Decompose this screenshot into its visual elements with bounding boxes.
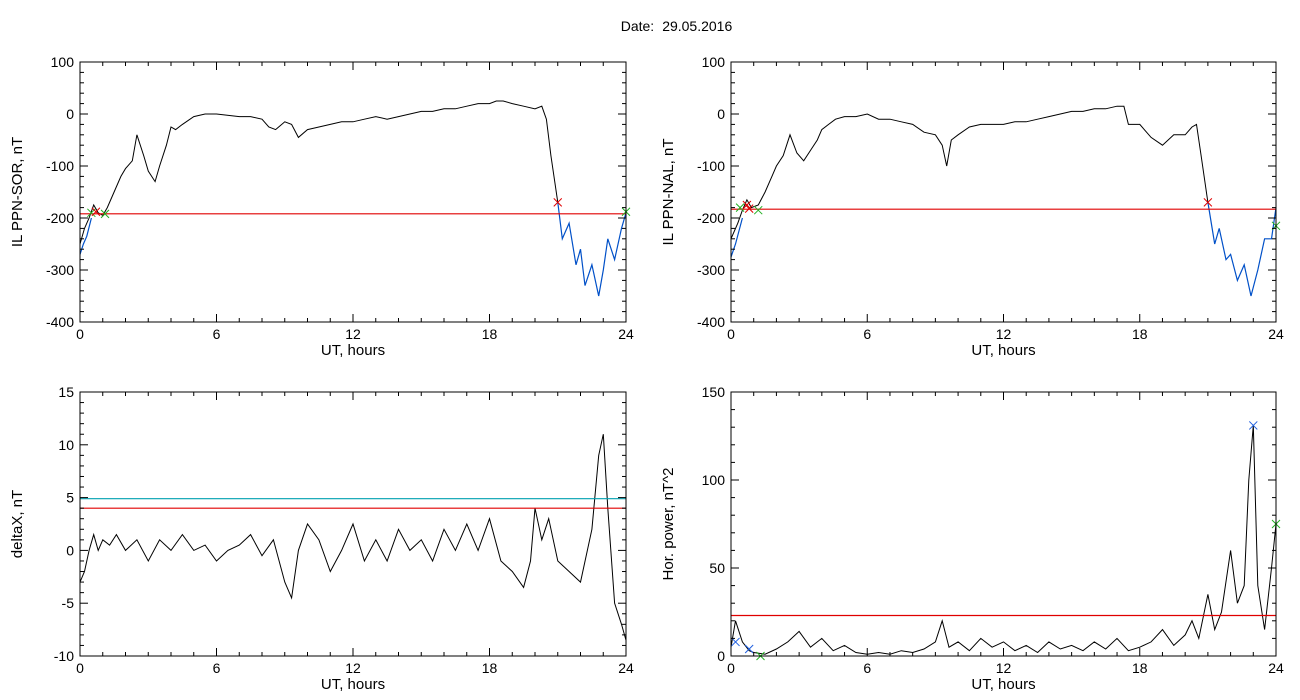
x-tick-label: 12 bbox=[345, 326, 361, 342]
y-tick-label: -10 bbox=[54, 648, 74, 664]
y-tick-label: 0 bbox=[717, 648, 725, 664]
y-tick-label: -5 bbox=[62, 595, 75, 611]
event-marker-stroke bbox=[100, 209, 110, 219]
y-tick-label: 10 bbox=[58, 437, 74, 453]
substorm-line-segment bbox=[731, 217, 743, 258]
event-marker-stroke bbox=[731, 637, 740, 647]
y-axis-label: deltaX, nT bbox=[9, 490, 26, 558]
event-marker bbox=[91, 207, 101, 217]
event-marker bbox=[1203, 198, 1213, 207]
y-tick-label: -200 bbox=[46, 210, 74, 226]
y-axis-label: Hor. power, nT^2 bbox=[660, 468, 677, 581]
chart-panel-deltax: 0 6 12 18 24 -10 -5 0 5 10 15 UT, hours deltaX, nT bbox=[9, 384, 634, 693]
event-marker bbox=[553, 198, 563, 207]
y-tick-label: -100 bbox=[46, 158, 74, 174]
x-tick-label: 18 bbox=[482, 660, 498, 676]
event-marker bbox=[753, 205, 763, 215]
event-marker-stroke bbox=[553, 198, 563, 207]
date-label: Date: bbox=[620, 18, 655, 34]
x-tick-label: 24 bbox=[1268, 660, 1284, 676]
y-tick-label: -400 bbox=[46, 314, 74, 330]
data-line bbox=[80, 100, 559, 245]
y-tick-label: -300 bbox=[697, 262, 725, 278]
plot-frame bbox=[730, 61, 1277, 323]
substorm-line-segment bbox=[1207, 202, 1276, 297]
event-marker bbox=[744, 204, 754, 213]
y-tick-label: -400 bbox=[697, 314, 725, 330]
chart-panel-hor-power: 0 6 12 18 24 0 50 100 150 UT, hours Hor. power, nT… bbox=[660, 384, 1284, 693]
x-axis-label: UT, hours bbox=[321, 676, 385, 693]
x-axis-label: UT, hours bbox=[971, 676, 1035, 693]
event-marker bbox=[744, 644, 754, 654]
x-tick-label: 18 bbox=[482, 326, 498, 342]
y-tick-label: 50 bbox=[709, 560, 725, 576]
x-tick-label: 24 bbox=[618, 326, 634, 342]
x-tick-label: 18 bbox=[1132, 660, 1148, 676]
substorm-line-segment bbox=[557, 202, 626, 297]
x-tick-label: 12 bbox=[996, 660, 1012, 676]
chart-panel-il-sor: 0 6 12 18 24 -400 -300 -200 -100 0 100 UT, hours IL … bbox=[9, 54, 634, 359]
x-axis-label: UT, hours bbox=[971, 342, 1035, 359]
x-tick-label: 12 bbox=[345, 660, 361, 676]
event-marker-stroke bbox=[744, 204, 754, 213]
chart-date-header: Date: 29.05.2016 bbox=[0, 18, 1300, 34]
y-axis-label: IL PPN-NAL, nT bbox=[660, 139, 677, 246]
data-line bbox=[731, 105, 1209, 239]
x-tick-label: 24 bbox=[618, 660, 634, 676]
plot-frame bbox=[79, 61, 627, 323]
date-value: 29.05.2016 bbox=[662, 18, 733, 34]
x-tick-label: 6 bbox=[213, 326, 221, 342]
x-tick-label: 0 bbox=[727, 326, 735, 342]
event-marker bbox=[731, 637, 740, 647]
x-tick-label: 6 bbox=[863, 326, 871, 342]
chart-panel-il-nal: 0 6 12 18 24 -400 -300 -200 -100 0 100 UT, hours IL … bbox=[660, 54, 1284, 359]
event-marker-stroke bbox=[1248, 421, 1258, 430]
x-axis-label: UT, hours bbox=[321, 342, 385, 359]
event-marker bbox=[1248, 421, 1258, 430]
event-marker-stroke bbox=[91, 207, 101, 217]
event-marker bbox=[735, 203, 745, 212]
x-tick-label: 6 bbox=[213, 660, 221, 676]
event-marker-stroke bbox=[744, 644, 754, 654]
event-marker-stroke bbox=[753, 205, 763, 215]
x-tick-label: 6 bbox=[863, 660, 871, 676]
data-line bbox=[80, 434, 626, 641]
y-tick-label: 100 bbox=[702, 54, 726, 70]
y-tick-label: 0 bbox=[66, 542, 74, 558]
x-tick-label: 0 bbox=[76, 660, 84, 676]
plot-frame bbox=[730, 391, 1277, 657]
x-tick-label: 0 bbox=[727, 660, 735, 676]
y-tick-label: -200 bbox=[697, 210, 725, 226]
y-tick-label: 100 bbox=[51, 54, 75, 70]
event-marker bbox=[100, 209, 110, 219]
x-tick-label: 18 bbox=[1132, 326, 1148, 342]
y-tick-label: 5 bbox=[66, 490, 74, 506]
y-tick-label: 0 bbox=[66, 106, 74, 122]
event-marker-stroke bbox=[735, 203, 745, 212]
y-axis-label: IL PPN-SOR, nT bbox=[9, 137, 26, 247]
x-tick-label: 24 bbox=[1268, 326, 1284, 342]
y-tick-label: -100 bbox=[697, 158, 725, 174]
data-line bbox=[731, 425, 1276, 655]
y-tick-label: 0 bbox=[717, 106, 725, 122]
event-marker-stroke bbox=[1203, 198, 1213, 207]
y-tick-label: -300 bbox=[46, 262, 74, 278]
y-tick-label: 100 bbox=[702, 472, 726, 488]
event-marker-stroke bbox=[742, 200, 752, 210]
y-tick-label: 15 bbox=[58, 384, 74, 400]
x-tick-label: 0 bbox=[76, 326, 84, 342]
x-tick-label: 12 bbox=[996, 326, 1012, 342]
y-tick-label: 150 bbox=[702, 384, 726, 400]
